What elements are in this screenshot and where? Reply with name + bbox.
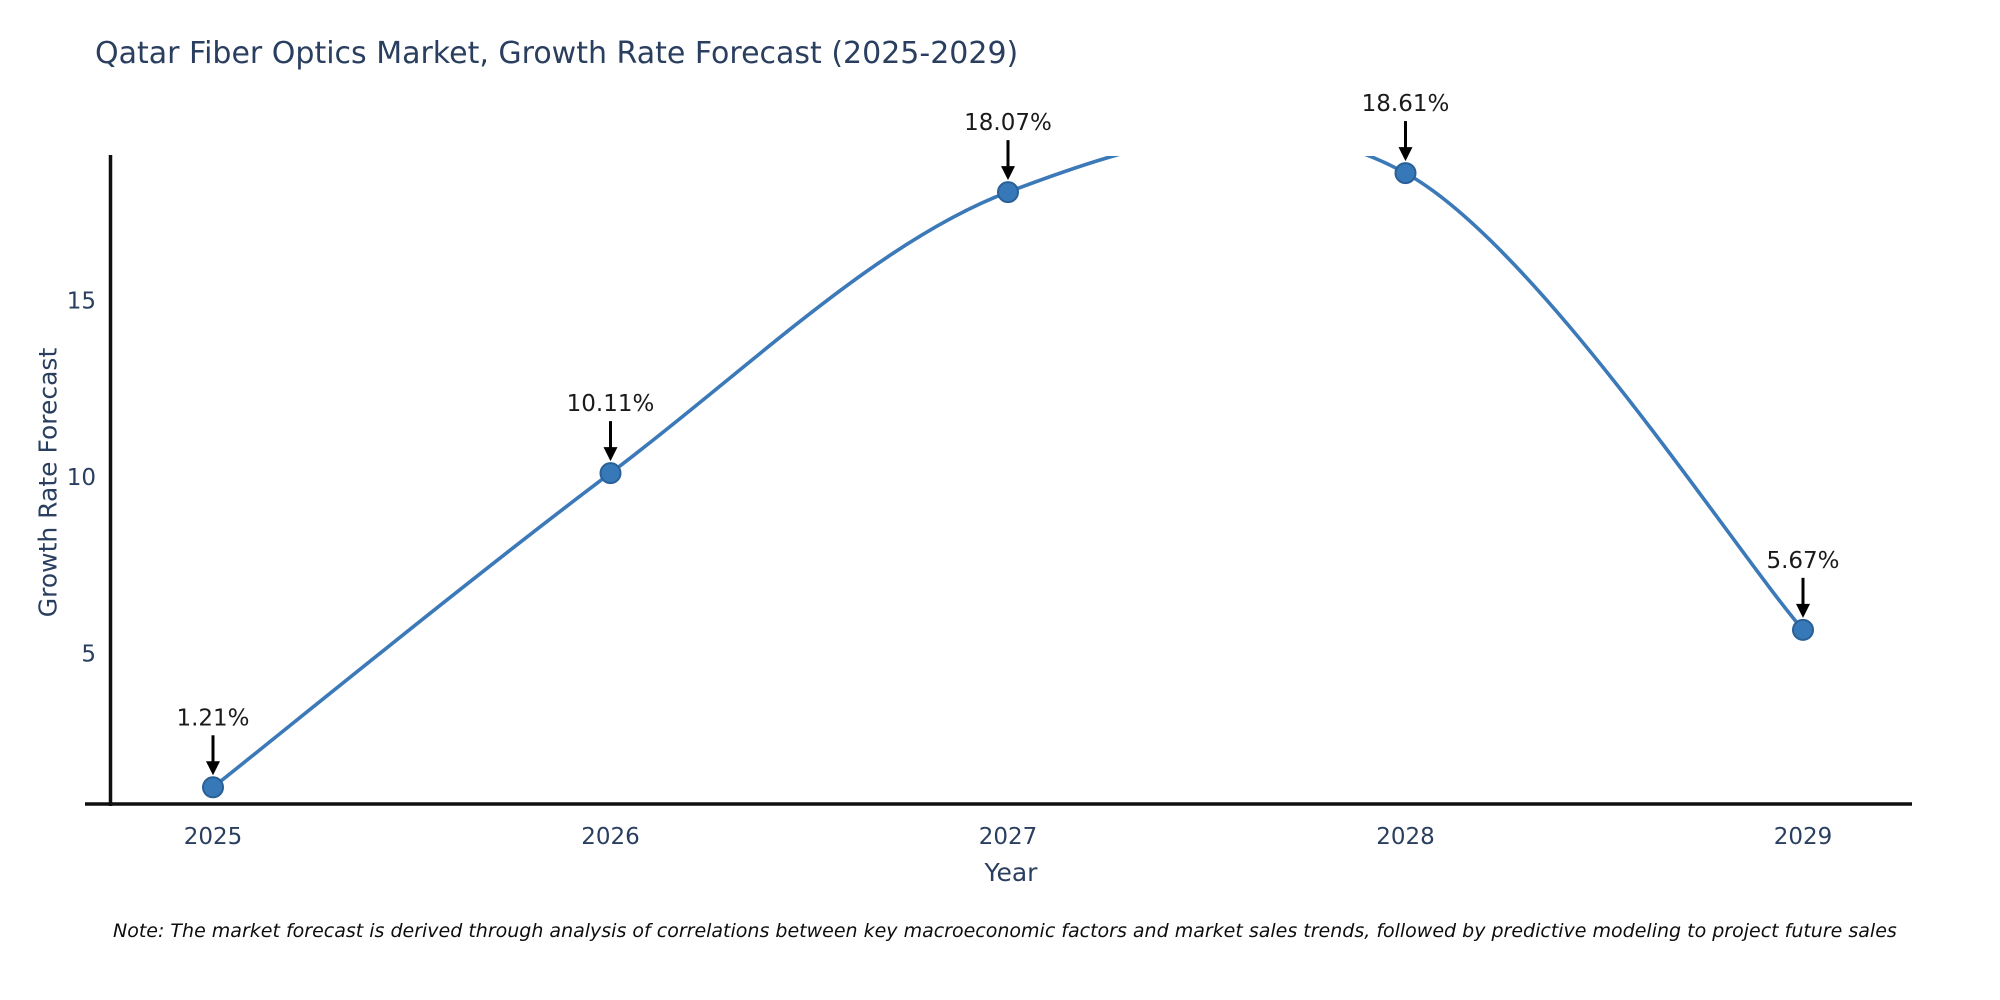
x-tick-label: 2028 [1376,824,1435,850]
x-tick-label: 2025 [184,824,243,850]
point-value-label: 10.11% [567,391,655,417]
y-tick-label: 15 [67,289,96,315]
point-value-label: 18.61% [1362,91,1450,117]
annotation-arrowhead [1001,166,1015,181]
data-point-marker-2027 [997,181,1019,204]
annotation-arrowhead [603,447,618,462]
tick-layer: 2025 2026 2027 2028 2029 5 10 15 [67,289,1833,851]
point-value-label: 5.67% [1766,548,1839,574]
annotation-layer: 1.21% 10.11% 18.07% 18.61% 5.67% [176,91,1840,776]
annotation-arrowhead [206,761,220,776]
series-layer [211,156,1805,790]
data-point-marker-2025 [202,776,224,799]
data-point-marker-2026 [599,462,622,485]
point-value-label: 1.21% [176,705,249,731]
footnote: Note: The market forecast is derived thr… [113,920,1897,942]
data-point-marker-2029 [1792,618,1814,641]
x-tick-label: 2026 [581,824,640,850]
spline-curve [211,156,1805,790]
annotation-arrowhead [1398,147,1413,162]
annotation-arrowhead [1796,603,1810,618]
chart-title: Qatar Fiber Optics Market, Growth Rate F… [95,36,1019,71]
point-value-label: 18.07% [964,110,1052,136]
x-tick-label: 2027 [979,824,1038,850]
y-tick-label: 5 [81,642,96,668]
x-axis-title: Year [984,858,1038,887]
marker-layer [202,162,1814,799]
y-tick-label: 10 [67,465,96,491]
data-point-marker-2028 [1394,162,1417,185]
x-tick-label: 2029 [1774,824,1833,850]
